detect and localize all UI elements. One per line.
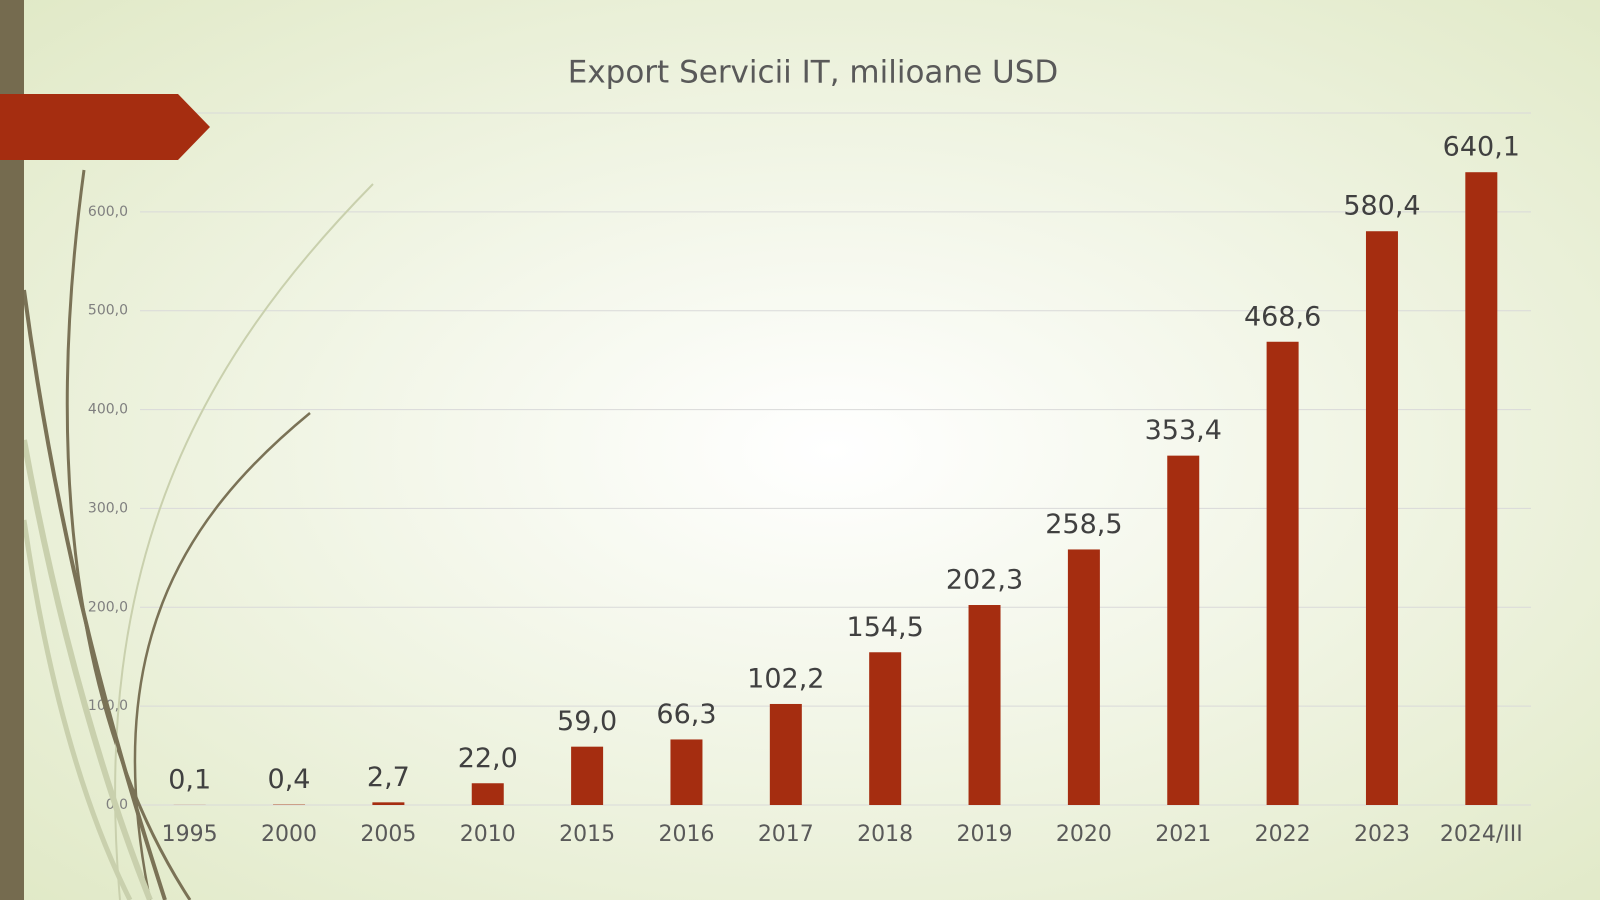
x-tick-label: 2016 bbox=[658, 822, 714, 847]
x-tick-label: 2024/III bbox=[1440, 822, 1523, 847]
bar bbox=[1465, 172, 1498, 805]
y-tick-label: 300,0 bbox=[88, 500, 128, 516]
x-tick-label: 2010 bbox=[460, 822, 516, 847]
x-tick-label: 2005 bbox=[360, 822, 416, 847]
y-tick-label: 500,0 bbox=[88, 303, 128, 319]
bar bbox=[1365, 231, 1398, 805]
value-label: 0,4 bbox=[268, 764, 311, 795]
y-tick-label: 600,0 bbox=[88, 204, 128, 220]
y-tick-label: 200,0 bbox=[88, 599, 128, 615]
value-label: 22,0 bbox=[458, 743, 518, 774]
x-tick-label: 2018 bbox=[857, 822, 913, 847]
x-tick-label: 2017 bbox=[758, 822, 814, 847]
value-label: 2,7 bbox=[367, 762, 410, 793]
bar bbox=[968, 605, 1001, 805]
bar bbox=[670, 739, 703, 805]
x-tick-label: 2015 bbox=[559, 822, 615, 847]
value-label: 66,3 bbox=[656, 699, 716, 730]
value-label: 154,5 bbox=[847, 612, 924, 643]
value-label: 580,4 bbox=[1343, 191, 1420, 222]
decoration bbox=[0, 0, 374, 900]
chart-title: Export Servicii IT, milioane USD bbox=[568, 55, 1059, 91]
x-tick-label: 2019 bbox=[957, 822, 1013, 847]
x-tick-label: 1995 bbox=[162, 822, 218, 847]
value-label: 59,0 bbox=[557, 706, 617, 737]
x-tick-label: 2021 bbox=[1155, 822, 1211, 847]
bar bbox=[869, 652, 902, 805]
bar bbox=[571, 746, 604, 805]
x-tick-label: 2000 bbox=[261, 822, 317, 847]
x-tick-label: 2023 bbox=[1354, 822, 1410, 847]
value-label: 202,3 bbox=[946, 565, 1023, 596]
value-label: 258,5 bbox=[1045, 509, 1122, 540]
bar bbox=[769, 703, 802, 805]
value-label: 0,1 bbox=[168, 764, 211, 795]
x-tick-label: 2020 bbox=[1056, 822, 1112, 847]
value-label: 353,4 bbox=[1145, 415, 1222, 446]
bar bbox=[1067, 549, 1100, 805]
value-label: 102,2 bbox=[747, 663, 824, 694]
value-label: 468,6 bbox=[1244, 301, 1321, 332]
bar bbox=[1266, 341, 1299, 805]
y-tick-label: 400,0 bbox=[88, 402, 128, 418]
bar bbox=[372, 802, 405, 805]
bar bbox=[471, 783, 504, 805]
x-tick-label: 2022 bbox=[1255, 822, 1311, 847]
value-label: 640,1 bbox=[1443, 132, 1520, 163]
bar bbox=[1167, 455, 1200, 805]
